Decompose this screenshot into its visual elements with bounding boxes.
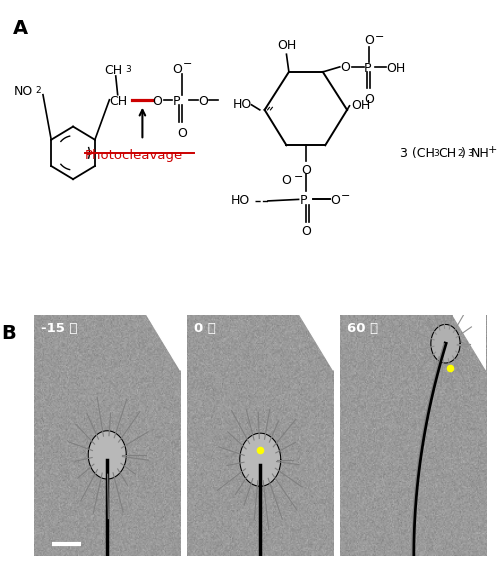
Polygon shape (300, 315, 334, 370)
Text: Photocleavage: Photocleavage (85, 149, 184, 162)
Text: OH: OH (351, 99, 370, 112)
Text: P: P (172, 95, 180, 108)
Text: OH: OH (386, 62, 405, 75)
Text: −: − (375, 31, 384, 42)
Text: O: O (177, 126, 186, 139)
Polygon shape (147, 315, 180, 370)
Text: O: O (301, 225, 311, 238)
Text: O: O (172, 63, 182, 76)
Text: HO: HO (230, 194, 250, 207)
Text: O: O (301, 164, 311, 177)
Text: NH: NH (471, 147, 490, 160)
Text: −: − (294, 171, 304, 182)
Text: O: O (282, 174, 292, 187)
Polygon shape (431, 324, 460, 363)
Text: 2: 2 (457, 149, 463, 158)
Text: 3: 3 (126, 65, 131, 74)
Text: 0 分: 0 分 (194, 322, 216, 335)
Text: ): ) (461, 147, 466, 160)
Text: CH: CH (110, 95, 128, 108)
Text: A: A (12, 19, 28, 38)
Text: −: − (341, 191, 350, 201)
Text: CH: CH (104, 65, 122, 78)
Text: 60 分: 60 分 (348, 322, 378, 335)
Polygon shape (88, 430, 126, 479)
Text: 3: 3 (434, 149, 439, 158)
Text: O: O (364, 34, 374, 47)
Text: P: P (300, 194, 308, 207)
Text: +: + (488, 146, 498, 155)
Text: O: O (340, 61, 349, 74)
Text: 3: 3 (467, 149, 472, 158)
Text: 2: 2 (35, 85, 41, 95)
Polygon shape (240, 433, 281, 486)
Text: 3 (CH: 3 (CH (400, 147, 436, 160)
Text: O: O (198, 95, 208, 108)
Text: -15 分: -15 分 (42, 322, 78, 335)
Text: O: O (330, 194, 340, 207)
Text: O: O (364, 93, 374, 106)
Text: CH: CH (438, 147, 457, 160)
Text: −: − (183, 60, 192, 69)
Text: NO: NO (14, 85, 33, 98)
Text: HO: HO (233, 98, 252, 111)
Text: O: O (152, 95, 162, 108)
Polygon shape (453, 315, 486, 370)
Text: OH: OH (277, 39, 296, 52)
Text: P: P (364, 62, 372, 75)
Text: B: B (2, 324, 16, 343)
